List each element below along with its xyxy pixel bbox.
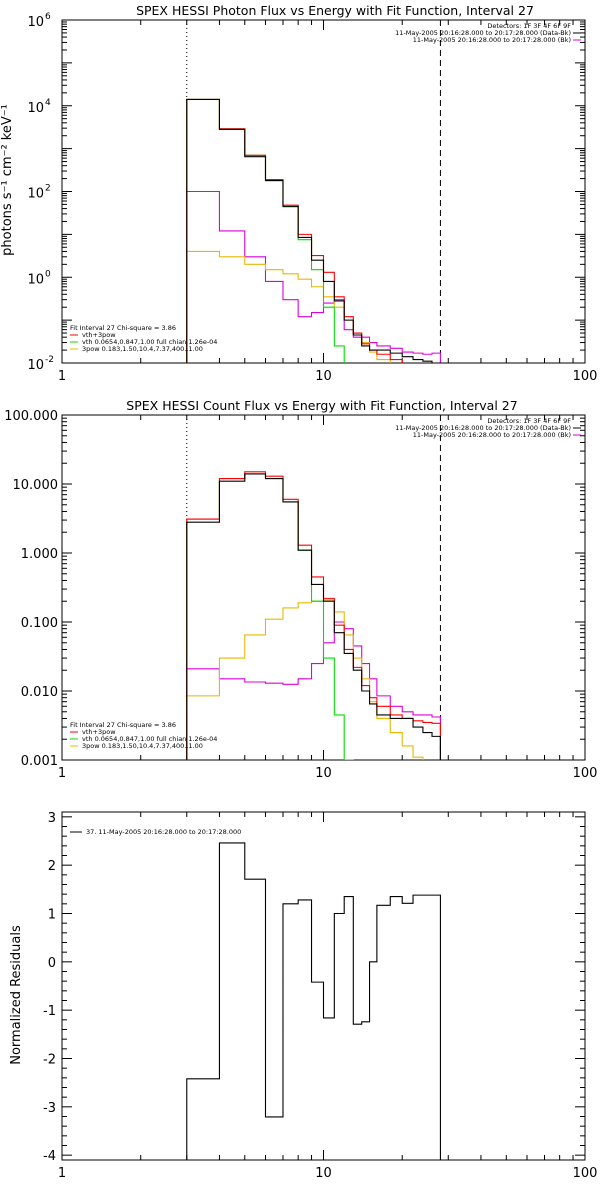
series-total	[186, 98, 403, 363]
photon-flux-panel: SPEX HESSI Photon Flux vs Energy with Fi…	[0, 3, 598, 384]
y-tick-label: 1.000	[21, 547, 58, 562]
series-total	[186, 471, 441, 760]
header-line: 11-May-2005 20:16:28.000 to 20:17:28.000…	[413, 431, 571, 439]
fit-legend-line: Fit Interval 27 Chi-square = 3.86	[70, 324, 176, 332]
header-line: Detectors: 1F 3F 4F 6F 9F	[487, 417, 571, 425]
x-tick-label: 100	[573, 369, 598, 384]
y-tick-label: 10	[27, 272, 44, 287]
x-tick-label: 10	[315, 1166, 332, 1181]
series-residuals	[186, 842, 441, 1160]
header-line: 11-May-2005 20:16:28.000 to 20:17:28.000…	[395, 29, 571, 37]
series-bk	[186, 190, 441, 363]
header-line: 11-May-2005 20:16:28.000 to 20:17:28.000…	[395, 424, 571, 432]
x-tick-label: 10	[315, 369, 332, 384]
y-tick-exponent: 4	[45, 98, 51, 108]
fit-legend-line: 3pow 0.183,1.50,10.4,7.37,400.,1.00	[82, 345, 203, 353]
fit-legend-line: vth+3pow	[82, 728, 116, 736]
y-tick-label: -1	[43, 1004, 56, 1019]
x-tick-label: 10	[315, 766, 332, 781]
y-tick-label: 3	[48, 811, 56, 826]
y-tick-label: 0.010	[21, 685, 58, 700]
y-tick-label: 10	[27, 358, 44, 373]
fit-legend-line: vth 0.0654,0.847,1.00 full chian 1.26e-0…	[82, 735, 217, 743]
fit-legend-line: vth+3pow	[82, 331, 116, 339]
y-tick-label: 10	[27, 187, 44, 202]
residuals-panel: Normalized Residuals 1 10 100 -4 -3 -2 -1 0 1 2 3 3…	[9, 811, 597, 1181]
photon-flux-ylabel: photons s⁻¹ cm⁻² keV⁻¹	[0, 104, 15, 256]
series-thermal	[186, 98, 345, 363]
x-tick-label: 100	[573, 766, 598, 781]
y-tick-label: -3	[43, 1101, 56, 1116]
x-tick-label: 1	[58, 1166, 66, 1181]
residual-legend-label: 37. 11-May-2005 20:16:28.000 to 20:17:28…	[86, 828, 241, 836]
x-tick-label: 1	[58, 369, 66, 384]
count-flux-title: SPEX HESSI Count Flux vs Energy with Fit…	[126, 398, 517, 413]
y-tick-label: 10	[27, 101, 44, 116]
y-tick-label: 0.001	[21, 754, 58, 769]
x-tick-label: 1	[58, 766, 66, 781]
series-data	[186, 473, 441, 760]
series-bk	[186, 621, 441, 760]
y-tick-label: 0.100	[21, 616, 58, 631]
series-power	[186, 599, 424, 760]
header-line: Detectors: 1F 3F 4F 6F 9F	[487, 22, 571, 30]
y-tick-exponent: -2	[45, 355, 54, 365]
x-tick-label: 100	[573, 1166, 598, 1181]
y-tick-label: 10	[27, 15, 44, 30]
series-data	[186, 98, 441, 363]
y-tick-exponent: 0	[45, 269, 51, 279]
series-power	[186, 250, 391, 363]
y-tick-label: 10.000	[13, 478, 59, 493]
y-tick-label: 100.000	[4, 409, 58, 424]
residuals-ylabel: Normalized Residuals	[9, 925, 24, 1065]
count-flux-panel: SPEX HESSI Count Flux vs Energy with Fit…	[4, 398, 598, 781]
header-line: 11-May-2005 20:16:28.000 to 20:17:28.000…	[413, 36, 571, 44]
y-tick-exponent: 2	[45, 184, 51, 194]
y-tick-exponent: 6	[45, 12, 51, 22]
fit-legend-line: 3pow 0.183,1.50,10.4,7.37,400.,1.00	[82, 742, 203, 750]
y-tick-label: 1	[48, 908, 56, 923]
y-tick-label: 2	[48, 859, 56, 874]
y-tick-label: -4	[43, 1149, 56, 1164]
photon-flux-title: SPEX HESSI Photon Flux vs Energy with Fi…	[136, 3, 534, 18]
y-tick-label: 0	[48, 956, 56, 971]
fit-legend-line: vth 0.0654,0.847,1.00 full chian 1.26e-0…	[82, 338, 217, 346]
y-tick-label: -2	[43, 1053, 56, 1068]
fit-legend-line: Fit Interval 27 Chi-square = 3.86	[70, 721, 176, 729]
